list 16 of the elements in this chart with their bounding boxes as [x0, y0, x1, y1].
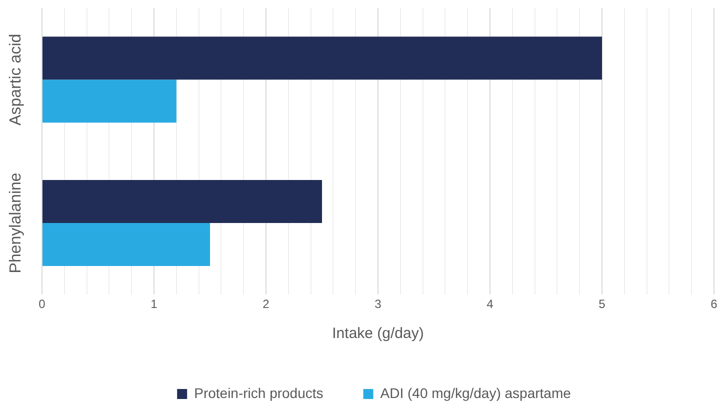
legend-label: Protein-rich products [194, 384, 324, 401]
x-tick-label: 6 [710, 297, 718, 312]
bar [42, 36, 602, 80]
x-tick-label: 4 [486, 297, 494, 312]
x-axis-title: Intake (g/day) [332, 325, 424, 342]
bar [42, 80, 176, 123]
x-tick-label: 3 [374, 297, 382, 312]
bar [42, 180, 322, 223]
x-tick-label: 1 [150, 297, 158, 312]
legend-label: ADI (40 mg/kg/day) aspartame [380, 384, 572, 401]
y-tick-label: Aspartic acid [7, 34, 24, 126]
bar [42, 222, 210, 266]
y-tick-label: Phenylalanine [7, 172, 24, 274]
x-tick-label: 0 [38, 297, 46, 312]
x-tick-label: 5 [598, 297, 606, 312]
x-tick-label: 2 [262, 297, 270, 312]
